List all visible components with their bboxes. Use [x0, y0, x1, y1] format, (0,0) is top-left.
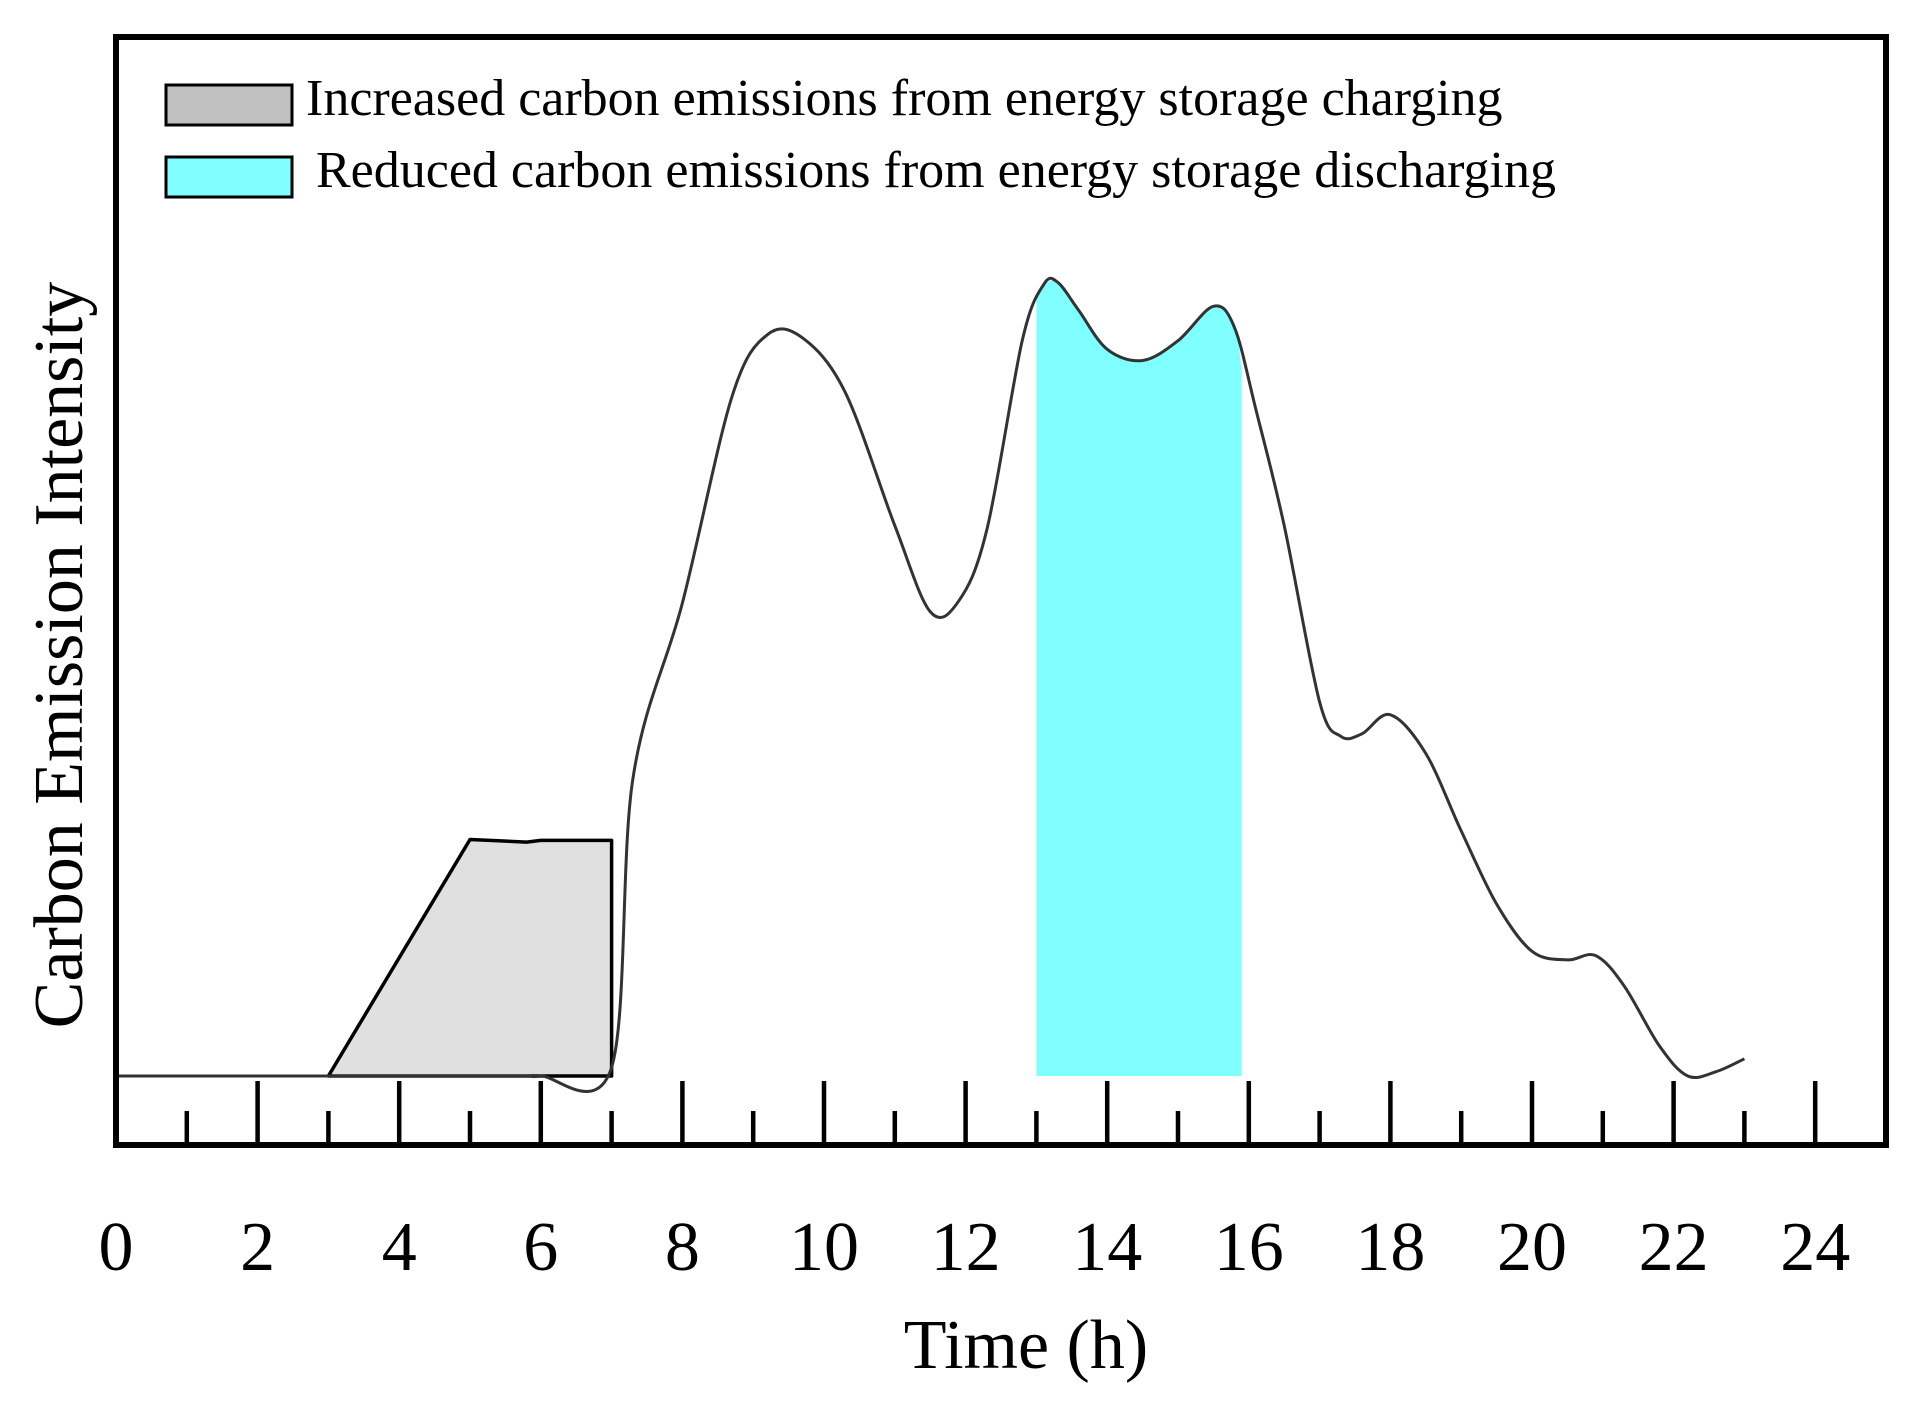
- emission-intensity-curve: [116, 276, 1746, 1093]
- x-tick-labels: 0 2 4 6 8 10 12 14 16 18 20 22 24: [99, 1209, 1851, 1286]
- x-tick-label: 2: [240, 1209, 275, 1286]
- legend-swatch-charging: [164, 83, 294, 127]
- x-tick-label: 0: [99, 1209, 134, 1286]
- y-axis-label: Carbon Emission Intensity: [21, 282, 98, 1029]
- plot-frame: [113, 34, 1889, 1148]
- x-tick-label: 6: [523, 1209, 558, 1286]
- x-tick-label: 20: [1497, 1209, 1567, 1286]
- x-tick-label: 12: [931, 1209, 1001, 1286]
- charging-area: [326, 837, 614, 1078]
- curve-layer: [116, 276, 1746, 1093]
- legend: Increased carbon emissions from energy s…: [164, 70, 1556, 199]
- discharging-area: [1036, 280, 1242, 1076]
- x-tick-label: 14: [1072, 1209, 1142, 1286]
- legend-label-discharging: Reduced carbon emissions from energy sto…: [316, 142, 1556, 199]
- legend-swatch-discharging: [164, 155, 294, 199]
- x-tick-label: 16: [1214, 1209, 1284, 1286]
- charging-area-layer: [326, 837, 614, 1078]
- x-tick-label: 8: [665, 1209, 700, 1286]
- x-tick-label: 18: [1355, 1209, 1425, 1286]
- x-axis-label: Time (h): [904, 1307, 1148, 1384]
- x-tick-label: 22: [1639, 1209, 1709, 1286]
- legend-label-charging: Increased carbon emissions from energy s…: [306, 70, 1503, 127]
- x-tick-label: 10: [789, 1209, 859, 1286]
- tick-layer: [184, 1081, 1818, 1145]
- x-tick-label: 24: [1780, 1209, 1850, 1286]
- discharging-area-layer: [1036, 280, 1242, 1076]
- x-tick-label: 4: [382, 1209, 417, 1286]
